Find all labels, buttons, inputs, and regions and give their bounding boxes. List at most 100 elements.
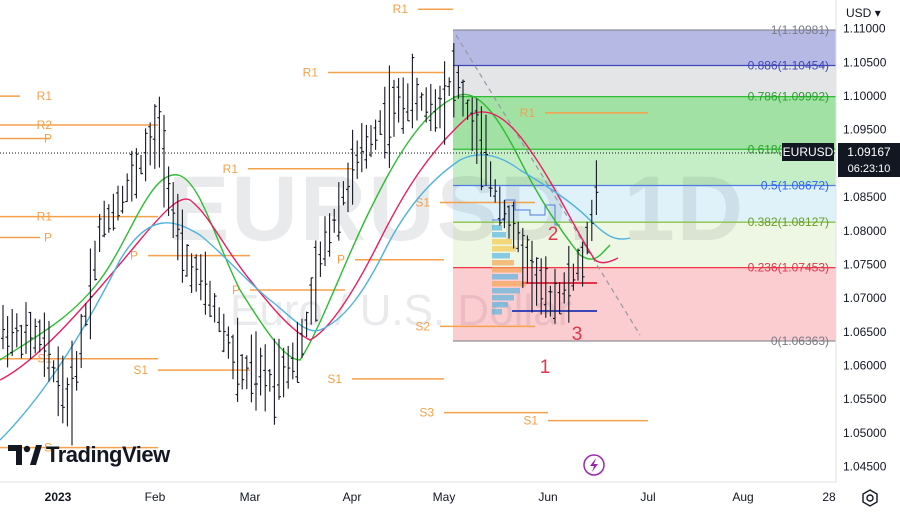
candle	[484, 114, 488, 186]
fib-ratio: 0.5	[761, 179, 778, 193]
candle	[346, 162, 350, 213]
lightning-icon[interactable]	[583, 454, 605, 476]
volume-profile-bar	[492, 281, 526, 287]
candle	[290, 342, 295, 380]
candle	[102, 200, 107, 238]
candle	[497, 186, 502, 226]
candle	[405, 83, 410, 122]
price-tick-label: 1.06500	[843, 325, 887, 339]
candle	[235, 317, 240, 402]
volume-profile-outline	[492, 199, 560, 226]
candle	[249, 334, 254, 403]
candle	[511, 201, 516, 249]
pivot-label: R1	[520, 106, 536, 120]
volume-profile-bar	[492, 232, 506, 238]
candle	[28, 311, 33, 359]
candle	[336, 182, 341, 241]
candle	[410, 53, 415, 129]
candle	[56, 346, 61, 417]
symbol-badge: EURUSD	[782, 143, 834, 161]
fib-level-label: 1(1.10981)	[771, 23, 829, 37]
candle	[60, 355, 65, 424]
fibonacci-retracement[interactable]	[453, 29, 836, 342]
pivot-label: P	[337, 253, 345, 267]
candle	[465, 99, 470, 120]
price-tick-label: 1.10500	[843, 55, 887, 69]
candle	[576, 248, 580, 281]
candle	[120, 185, 125, 214]
candle	[88, 248, 93, 340]
moving-average-green	[0, 93, 611, 361]
fib-zone	[453, 96, 836, 150]
candle	[502, 199, 507, 229]
candle	[369, 125, 373, 158]
candle	[415, 77, 419, 121]
pivot-label: P	[232, 283, 240, 297]
candle	[566, 245, 571, 323]
price-tick-label: 1.11000	[843, 22, 886, 36]
fib-ratio: 0.886	[748, 58, 778, 72]
fib-ratio: 0.236	[748, 261, 778, 275]
candle	[152, 104, 157, 169]
candle	[37, 319, 42, 353]
fib-level-label: 0.786(1.09992)	[748, 90, 829, 104]
gear-icon[interactable]	[860, 488, 880, 508]
pivot-label: P	[130, 249, 138, 263]
candle	[364, 124, 369, 169]
candle	[350, 129, 355, 205]
candle	[74, 351, 79, 391]
candle	[162, 114, 166, 208]
candle	[267, 369, 272, 392]
candle	[309, 277, 314, 325]
candle	[553, 268, 557, 324]
candle	[198, 254, 203, 301]
candle	[116, 185, 120, 221]
candle	[428, 83, 433, 131]
pivot-label: R1	[303, 65, 319, 79]
fib-price: 1.10981	[782, 23, 826, 37]
candle	[217, 307, 222, 333]
time-tick-label: 28	[822, 490, 836, 504]
fib-level-label: 0.236(1.07453)	[748, 261, 829, 275]
candle	[507, 205, 511, 239]
time-axis[interactable]: 2023 Feb Mar Apr May Jun Jul Aug 28	[45, 490, 836, 504]
volume-profile-bar	[492, 309, 502, 315]
fib-zone	[453, 185, 836, 223]
fib-zone	[453, 30, 836, 66]
candle	[208, 280, 212, 318]
fib-ratio: 0	[771, 334, 778, 348]
candle	[585, 221, 590, 255]
candle	[231, 334, 235, 380]
pivot-label: S1	[523, 414, 538, 428]
pivot-label: R1	[393, 2, 409, 16]
candle	[180, 209, 185, 283]
candle	[318, 241, 323, 277]
tradingview-logo[interactable]: TradingView	[8, 440, 170, 470]
tradingview-logo-text: TradingView	[46, 442, 170, 467]
candle	[557, 281, 562, 315]
pivot-label: S2	[415, 319, 430, 333]
candle	[378, 110, 383, 135]
candle	[456, 65, 461, 99]
price-tick-label: 1.07000	[843, 291, 887, 305]
candle	[258, 347, 263, 396]
candle	[341, 181, 346, 206]
volume-profile-bar	[492, 246, 516, 252]
currency-selector[interactable]: USD ▾	[846, 6, 881, 20]
fib-zone	[453, 222, 836, 268]
bar-countdown: 06:23:10	[838, 161, 900, 177]
volume-profile	[492, 199, 560, 315]
price-tick-label: 1.04500	[843, 459, 887, 473]
candle	[24, 302, 28, 354]
candle	[401, 77, 406, 134]
candle	[42, 312, 47, 377]
candle	[438, 85, 442, 129]
candle	[203, 251, 208, 315]
candle	[530, 240, 534, 313]
candle	[493, 179, 498, 203]
price-axis[interactable]: 1.110001.105001.100001.095001.090001.085…	[843, 22, 887, 474]
candle	[373, 119, 378, 150]
